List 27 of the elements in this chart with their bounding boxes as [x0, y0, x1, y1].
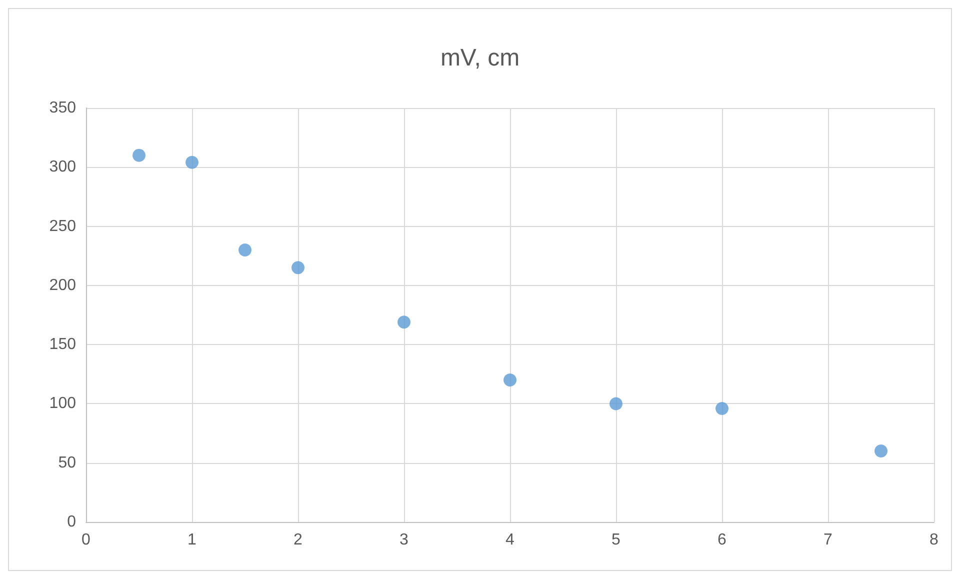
point	[132, 148, 146, 162]
x-tick-label: 4	[506, 532, 515, 548]
x-tick-label: 0	[82, 532, 91, 548]
y-tick-label: 0	[67, 514, 76, 530]
y-tick-label: 300	[49, 158, 76, 176]
x-tick-label: 1	[188, 532, 197, 548]
point	[716, 402, 728, 415]
chart-title: mV, cm	[440, 44, 520, 72]
point	[292, 261, 304, 274]
x-tick-label: 2	[294, 532, 303, 548]
x-tick-label: 6	[718, 532, 727, 548]
point	[186, 156, 198, 169]
y-tick-label: 250	[49, 218, 76, 235]
y-tick-label: 350	[49, 100, 76, 116]
y-tick-label: 150	[49, 336, 76, 354]
y-tick-label: 100	[49, 395, 76, 412]
point	[610, 397, 622, 410]
y-tick-label: 200	[49, 276, 76, 294]
x-tick-label: 7	[824, 532, 833, 548]
point	[874, 444, 888, 458]
x-tick-label: 5	[612, 532, 621, 548]
x-tick-label: 3	[400, 532, 409, 548]
x-tick-label: 8	[930, 532, 939, 548]
point	[504, 374, 516, 387]
point	[398, 316, 410, 329]
point	[238, 243, 252, 256]
y-tick-label: 50	[58, 454, 76, 472]
